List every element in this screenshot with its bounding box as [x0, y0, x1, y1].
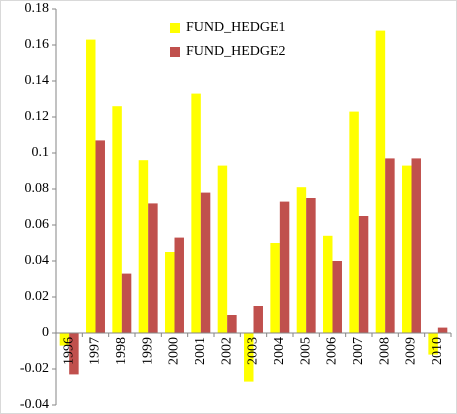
bar [437, 327, 448, 333]
bar [402, 165, 412, 333]
legend-swatch [170, 23, 180, 33]
y-tick-label: 0 [42, 325, 49, 340]
x-tick-label: 1996 [61, 337, 76, 365]
bar [385, 158, 395, 333]
y-tick-label: -0.04 [20, 397, 49, 412]
bar [253, 306, 263, 333]
bar [358, 216, 369, 333]
y-tick-label: 0.06 [25, 217, 50, 232]
x-tick-label: 2002 [219, 337, 234, 365]
y-tick-label: 0.16 [25, 37, 50, 52]
x-tick-label: 2010 [430, 337, 445, 365]
bar [323, 235, 333, 333]
bar [296, 187, 307, 333]
bar [428, 333, 438, 355]
y-tick-label: 0.18 [25, 1, 50, 16]
bar [270, 243, 280, 333]
y-tick-label: 0.02 [25, 289, 50, 304]
x-tick-label: 2007 [351, 337, 366, 365]
y-tick-label: 0.14 [25, 73, 50, 88]
x-tick-label: 1997 [88, 337, 103, 365]
y-tick-label: 0.12 [25, 109, 50, 124]
x-tick-label: 1999 [140, 337, 155, 365]
y-tick-label: 0.1 [32, 145, 50, 160]
y-tick-label: 0.08 [25, 181, 50, 196]
bar [69, 333, 79, 375]
x-tick-label: 2000 [167, 337, 182, 365]
bar [112, 106, 122, 333]
legend-label: FUND_HEDGE2 [186, 44, 286, 59]
y-tick-label: -0.02 [20, 361, 49, 376]
x-tick-label: 1998 [114, 337, 129, 365]
bar [138, 160, 149, 333]
bar [95, 140, 105, 333]
x-tick-label: 2004 [272, 337, 287, 365]
legend-label: FUND_HEDGE1 [186, 20, 286, 35]
bar [411, 158, 421, 333]
x-tick-label: 2008 [377, 337, 392, 365]
bar [59, 333, 70, 346]
bar [332, 261, 342, 333]
x-tick-label: 2009 [404, 337, 419, 365]
bar [165, 252, 175, 333]
bar [244, 333, 254, 382]
legend-swatch [170, 47, 180, 57]
y-tick-label: 0.04 [25, 253, 50, 268]
bar [375, 30, 386, 333]
bar [86, 39, 96, 333]
bar [174, 237, 184, 333]
bar [200, 192, 211, 333]
x-tick-label: 2005 [298, 337, 313, 365]
legend-box [166, 12, 318, 68]
bar [306, 198, 316, 333]
x-tick-label: 2003 [246, 337, 261, 365]
bar [217, 165, 228, 333]
bar [227, 315, 237, 333]
x-tick-label: 2001 [193, 337, 208, 365]
x-tick-label: 2006 [325, 337, 340, 365]
bar [191, 93, 201, 333]
bar [121, 273, 132, 333]
bar [349, 111, 359, 333]
bar [279, 201, 290, 333]
bar [148, 203, 158, 333]
